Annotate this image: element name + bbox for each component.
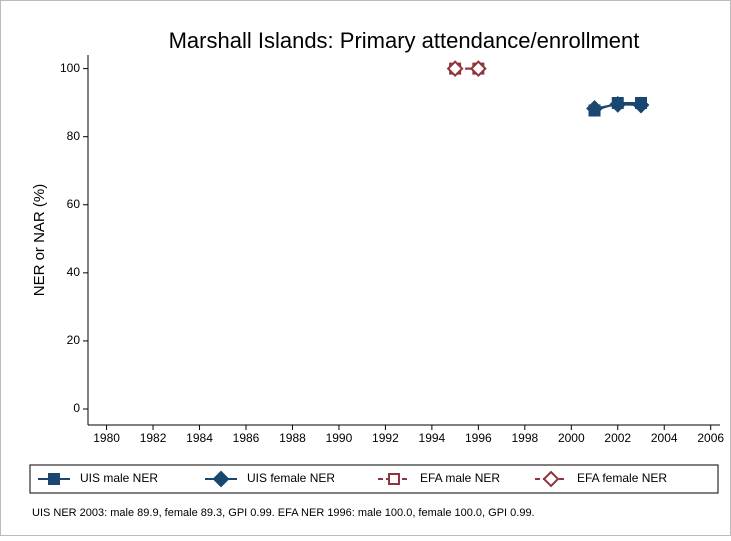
legend-label: EFA male NER [420,471,500,485]
x-tick-label: 1986 [233,431,260,445]
x-tick-label: 2006 [697,431,724,445]
marker [388,473,400,485]
x-tick-label: 2004 [651,431,678,445]
x-tick-label: 1994 [419,431,446,445]
x-tick-label: 2002 [604,431,631,445]
y-axis-label: NER or NAR (%) [31,184,48,297]
marker [469,60,487,78]
x-tick-label: 1980 [93,431,120,445]
y-tick-label: 80 [67,129,81,143]
marker [609,95,627,113]
y-tick-label: 20 [67,333,81,347]
marker [446,60,464,78]
legend-label: EFA female NER [577,471,667,485]
y-tick-label: 60 [67,197,81,211]
y-tick-label: 40 [67,265,81,279]
x-tick-label: 1998 [511,431,538,445]
x-tick-label: 1988 [279,431,306,445]
marker [542,470,560,488]
marker [48,473,60,485]
legend-label: UIS male NER [80,471,158,485]
chart-title: Marshall Islands: Primary attendance/enr… [169,28,640,53]
y-tick-label: 0 [73,401,80,415]
marker [632,96,650,114]
x-tick-label: 1996 [465,431,492,445]
x-tick-label: 1984 [186,431,213,445]
legend-box [29,464,719,494]
legend-label: UIS female NER [247,471,335,485]
marker [586,100,603,117]
marker [212,470,230,488]
note: UIS NER 2003: male 89.9, female 89.3, GP… [32,507,535,519]
x-tick-label: 1992 [372,431,399,445]
x-tick-label: 2000 [558,431,585,445]
y-tick-label: 100 [60,61,80,75]
x-tick-label: 1990 [326,431,353,445]
x-tick-label: 1982 [140,431,167,445]
